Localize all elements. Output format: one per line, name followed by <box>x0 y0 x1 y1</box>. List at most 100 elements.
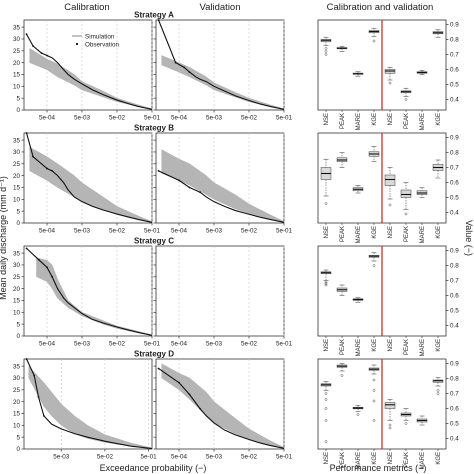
observation-point <box>157 367 160 370</box>
box-outlier <box>404 422 408 425</box>
x-category-label: NSE <box>388 339 394 351</box>
metrics-panel-1: 0.4 0.5 0.6 0.7 0.8 0.9 NSE PEAK MARE KGE NSE PEAK M… <box>317 19 459 130</box>
x-tick-label: 5e-03 <box>206 341 223 348</box>
x-category-label: MARE <box>420 226 426 243</box>
y-tick-label: 0.6 <box>450 293 459 300</box>
observation-point <box>199 191 201 194</box>
x-category-label: KGE <box>372 226 378 239</box>
x-category-label: PEAK <box>340 452 346 468</box>
y-tick-label: 5 <box>16 95 20 102</box>
x-tick-label: 5e-02 <box>109 341 126 348</box>
y-tick-label: 15 <box>13 411 21 418</box>
x-tick-label: 5e-01 <box>144 341 161 348</box>
observation-point <box>46 167 48 170</box>
x-tick-label: 5e-04 <box>171 454 188 461</box>
observation-point <box>188 71 191 74</box>
box <box>384 402 396 409</box>
box-outlier <box>356 413 360 416</box>
simulation-band <box>161 55 284 110</box>
y-tick-label: 0.7 <box>450 278 459 285</box>
x-category-label: PEAK <box>340 113 346 129</box>
x-category-label: PEAK <box>340 339 346 355</box>
observation-point <box>157 19 160 21</box>
box-outlier <box>324 50 328 53</box>
y-tick-label: 15 <box>13 185 21 192</box>
simulation-band <box>28 365 152 449</box>
box-outlier <box>324 440 328 443</box>
box-outlier <box>324 398 328 401</box>
x-category-label: PEAK <box>404 339 410 355</box>
strategy-title: Strategy D <box>134 350 174 359</box>
y-tick-label: 0 <box>16 107 20 114</box>
y-tick-label: 0.9 <box>450 135 459 142</box>
x-tick-label: 5e-04 <box>171 341 188 348</box>
x-tick-label: 5e-04 <box>39 341 56 348</box>
box-outlier <box>372 378 376 382</box>
box-outlier <box>372 419 376 422</box>
y-tick-label: 35 <box>13 250 21 257</box>
box-outlier <box>388 423 392 427</box>
box-outlier <box>324 283 328 287</box>
box <box>384 174 396 186</box>
observation-point <box>199 407 201 410</box>
observation-point <box>188 186 191 189</box>
y-tick-label: 0.9 <box>450 361 459 368</box>
x-tick-label: 5e-02 <box>97 454 114 461</box>
y-tick-label: 0.7 <box>450 391 459 398</box>
x-tick-label: 5e-03 <box>206 454 223 461</box>
x-tick-label: 5e-02 <box>109 228 126 235</box>
x-tick-label: 5e-01 <box>276 228 293 235</box>
box-outlier <box>372 264 376 267</box>
x-category-label: PEAK <box>404 452 410 468</box>
metrics-panel-4: 0.4 0.5 0.6 0.7 0.8 0.9 NSE PEAK MARE KGE NSE PEAK M… <box>317 358 459 469</box>
box-outlier <box>324 202 328 205</box>
y-tick-label: 0 <box>16 446 20 453</box>
x-tick-label: 5e-01 <box>144 115 161 122</box>
x-tick-label: 5e-01 <box>276 454 293 461</box>
observation-line <box>26 133 152 223</box>
x-category-label: MARE <box>356 113 362 130</box>
fdc-panel-validation-4: 5e-04 5e-03 5e-02 5e-01 <box>153 358 293 461</box>
y-tick-label: 0.4 <box>450 97 459 104</box>
metrics-panel-3: 0.4 0.5 0.6 0.7 0.8 0.9 NSE PEAK MARE KGE NSE PEAK M… <box>317 245 459 356</box>
x-tick-label: 5e-01 <box>276 341 293 348</box>
box-outlier <box>324 419 328 422</box>
y-tick-label: 15 <box>13 72 21 79</box>
fdc-panel-calibration-1: 5e-04 5e-03 5e-02 5e-01 0 5 10 15 20 25 30 35 Simula… <box>13 19 161 122</box>
x-tick-label: 5e-04 <box>39 228 56 235</box>
y-tick-label: 0.6 <box>450 406 459 413</box>
x-category-label: NSE <box>324 113 330 125</box>
fdc-panel-calibration-4: 5e-03 5e-02 5e-01 0 5 10 15 20 25 30 35 <box>13 358 157 461</box>
x-tick-label: 5e-01 <box>144 228 161 235</box>
x-category-label: NSE <box>324 339 330 351</box>
x-category-label: KGE <box>372 113 378 126</box>
y-tick-label: 30 <box>13 375 21 382</box>
y-tick-label: 35 <box>13 24 21 31</box>
observation-point <box>32 155 34 158</box>
observation-point <box>46 54 48 57</box>
x-tick-label: 5e-02 <box>109 115 126 122</box>
observation-point <box>38 259 41 262</box>
x-axis-label-exceedance: Exceedance probability (−) <box>100 463 207 473</box>
box <box>400 189 412 198</box>
y-tick-label: 0.4 <box>450 436 459 443</box>
box-outlier <box>388 426 392 430</box>
x-tick-label: 5e-03 <box>74 341 91 348</box>
fdc-panel-validation-2: 5e-04 5e-03 5e-02 5e-01 <box>153 132 293 235</box>
x-category-label: KGE <box>436 339 442 352</box>
y-tick-label: 20 <box>13 173 21 180</box>
observation-point <box>188 393 191 396</box>
strategy-title: Strategy C <box>134 237 174 246</box>
y-axis-label-value: Value (−) <box>464 220 474 256</box>
observation-point <box>42 414 45 417</box>
y-tick-label: 0.4 <box>450 210 459 217</box>
y-tick-label: 35 <box>13 363 21 370</box>
x-category-label: MARE <box>420 339 426 356</box>
y-tick-label: 30 <box>13 36 21 43</box>
box-outlier <box>324 53 328 56</box>
x-tick-label: 5e-02 <box>241 341 258 348</box>
box-outlier <box>372 39 376 43</box>
y-tick-label: 0.6 <box>450 67 459 74</box>
observation-point <box>46 266 48 269</box>
panels: 5e-04 5e-03 5e-02 5e-01 0 5 10 15 20 25 30 35 Simula… <box>13 11 459 470</box>
